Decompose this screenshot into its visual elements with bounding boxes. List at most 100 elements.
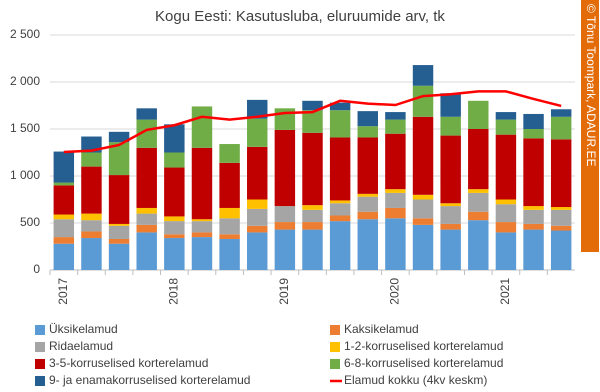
bar-segment <box>53 182 75 186</box>
bar-segment <box>523 138 544 207</box>
legend-swatch <box>35 325 45 335</box>
bar-segment <box>468 100 489 129</box>
legend-label: 9- ja enamakorruselised korterelamud <box>49 373 250 387</box>
chart-title: Kogu Eesti: Kasutusluba, eluruumide arv,… <box>155 8 445 25</box>
bar-segment <box>247 199 268 209</box>
bar-segment <box>495 134 517 200</box>
bar-segment <box>136 224 157 233</box>
y-tick-label: 2 500 <box>10 27 40 41</box>
bar-segment <box>357 211 378 220</box>
bar-segment <box>412 116 434 195</box>
bar-segment <box>495 232 517 270</box>
bar-segment <box>357 126 378 138</box>
bar-segment <box>329 215 351 222</box>
bar-segment <box>136 207 157 214</box>
bar-segment <box>357 111 378 127</box>
bar-segment <box>219 207 240 219</box>
bar-segment <box>191 232 213 238</box>
bar-segment <box>164 216 185 222</box>
bar-segment <box>412 218 434 225</box>
bar-segment <box>468 189 489 193</box>
bar-segment <box>523 206 544 210</box>
bar-segment <box>412 199 434 219</box>
bar-segment <box>412 65 434 86</box>
bar-segment <box>550 116 572 140</box>
bar-segment <box>108 243 130 270</box>
bar-segment <box>191 219 213 222</box>
bar-segment <box>247 232 268 270</box>
bar-segment <box>329 203 351 216</box>
bar-segment <box>329 137 351 201</box>
bar-segment <box>81 231 102 239</box>
bar-segment <box>550 207 572 210</box>
bar-segment <box>247 208 268 226</box>
bar-segment <box>53 219 75 238</box>
bar-segment <box>274 222 296 230</box>
bar-segment <box>53 243 75 270</box>
bar-segment <box>81 220 102 232</box>
bar-segment <box>329 200 351 204</box>
legend-label: Üksikelamud <box>49 322 118 336</box>
bar-segment <box>495 222 517 233</box>
bar-segment <box>81 152 102 167</box>
bar-segment <box>495 112 517 120</box>
legend-swatch <box>330 359 340 369</box>
bar-segment <box>329 110 351 138</box>
legend-swatch <box>35 376 45 386</box>
y-tick-label: 2 000 <box>10 74 40 88</box>
bar-segment <box>219 144 240 163</box>
bar-segment <box>219 218 240 235</box>
bar-segment <box>81 166 102 214</box>
legend-swatch <box>35 359 45 369</box>
bar-segment <box>108 131 130 143</box>
bar-segment <box>108 142 130 176</box>
bar-segment <box>329 102 351 111</box>
x-tick-label: 2019 <box>277 278 291 305</box>
bar-segment <box>274 206 296 223</box>
bar-segment <box>385 119 406 134</box>
bar-segment <box>412 224 434 270</box>
bar-segment <box>191 221 213 233</box>
legend-swatch <box>35 342 45 352</box>
bar-segment <box>385 112 406 120</box>
y-tick-label: 500 <box>20 215 40 229</box>
bar-segment <box>136 232 157 270</box>
bar-segment <box>274 129 296 207</box>
bar-segment <box>468 192 489 212</box>
bar-segment <box>191 147 213 220</box>
bar-segment <box>302 100 323 111</box>
bar-segment <box>53 214 75 220</box>
bar-segment <box>164 152 185 168</box>
bar-segment <box>302 209 323 223</box>
bar-segment <box>440 229 461 270</box>
line-series <box>63 90 562 154</box>
legend-swatch <box>330 342 340 352</box>
bar-segment <box>550 109 572 117</box>
bar-segment <box>164 167 185 217</box>
bar-segment <box>440 203 461 207</box>
bar-segment <box>385 218 406 270</box>
bar-segment <box>523 229 544 270</box>
bar-segment <box>53 185 75 215</box>
bar-segment <box>81 213 102 221</box>
x-tick-label: 2017 <box>56 278 70 305</box>
bar-segment <box>523 223 544 230</box>
bar-segment <box>191 237 213 270</box>
bar-segment <box>53 237 75 244</box>
bar-segment <box>274 229 296 270</box>
bar-segment <box>523 113 544 129</box>
bar-segment <box>219 238 240 270</box>
bar-segment <box>523 129 544 139</box>
bar-segment <box>440 206 461 224</box>
bar-segment <box>440 223 461 230</box>
bar-segment <box>550 139 572 208</box>
bar-segment <box>136 108 157 120</box>
bar-segment <box>440 93 461 117</box>
x-tick-label: 2018 <box>167 278 181 305</box>
bar-segment <box>495 119 517 135</box>
y-tick-label: 1 500 <box>10 121 40 135</box>
x-tick-label: 2021 <box>498 278 512 305</box>
bar-segment <box>385 133 406 190</box>
bar-segment <box>164 124 185 153</box>
